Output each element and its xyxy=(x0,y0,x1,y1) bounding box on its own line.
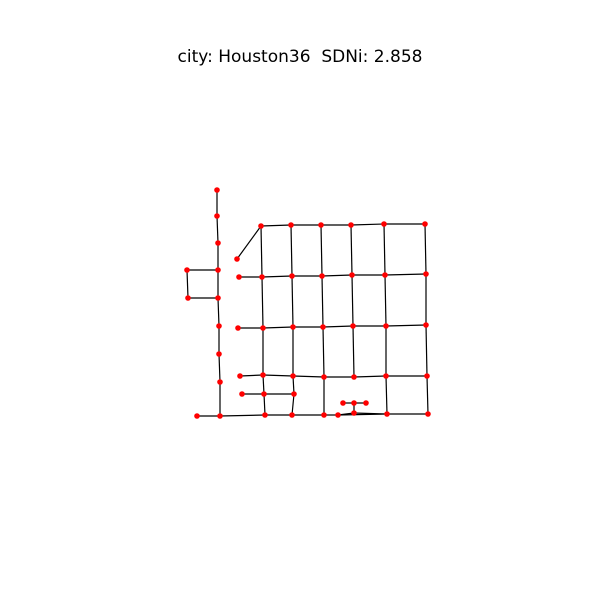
intersection-node xyxy=(351,410,357,416)
intersection-node xyxy=(351,400,357,406)
intersection-node xyxy=(217,413,223,419)
intersection-node xyxy=(335,412,341,418)
intersection-node xyxy=(237,373,243,379)
street-edge xyxy=(262,326,294,329)
intersection-node xyxy=(239,391,245,397)
intersection-node xyxy=(383,323,389,329)
street-edge xyxy=(216,215,219,244)
street-edge xyxy=(384,273,427,276)
street-edge xyxy=(217,297,220,327)
intersection-node xyxy=(214,187,220,193)
intersection-node xyxy=(349,272,355,278)
intersection-node xyxy=(348,222,354,228)
intersection-node xyxy=(423,271,429,277)
intersection-node xyxy=(422,221,428,227)
intersection-node xyxy=(425,411,431,417)
intersection-node xyxy=(259,274,265,280)
street-edge xyxy=(322,325,354,328)
street-edge xyxy=(292,375,295,395)
intersection-node xyxy=(217,379,223,385)
intersection-node xyxy=(381,221,387,227)
intersection-node xyxy=(216,351,222,357)
street-edge xyxy=(262,374,294,377)
street-edge xyxy=(219,414,266,417)
intersection-node xyxy=(423,322,429,328)
street-edge xyxy=(424,223,427,275)
intersection-node xyxy=(235,325,241,331)
street-edge xyxy=(186,269,189,299)
intersection-node xyxy=(288,222,294,228)
street-edge xyxy=(383,223,386,276)
street-edge xyxy=(321,274,353,277)
intersection-node xyxy=(194,413,200,419)
street-edge xyxy=(320,224,323,277)
intersection-node xyxy=(216,323,222,329)
street-edge xyxy=(353,412,388,415)
intersection-node xyxy=(424,373,430,379)
street-edge xyxy=(385,324,427,327)
street-edge xyxy=(291,275,294,328)
street-edge xyxy=(290,224,293,277)
intersection-node xyxy=(290,324,296,330)
street-edge xyxy=(385,375,388,415)
intersection-node xyxy=(184,267,190,273)
intersection-node xyxy=(340,400,346,406)
intersection-node xyxy=(260,372,266,378)
street-edge xyxy=(263,393,266,416)
intersection-node xyxy=(384,411,390,417)
street-edge xyxy=(384,274,387,327)
street-edge xyxy=(262,374,265,395)
street-edge xyxy=(426,375,429,415)
street-edge xyxy=(350,223,385,226)
intersection-node xyxy=(363,400,369,406)
intersection-node xyxy=(215,267,221,273)
intersection-node xyxy=(321,412,327,418)
street-edge xyxy=(218,353,221,383)
intersection-node xyxy=(215,295,221,301)
intersection-node xyxy=(289,273,295,279)
street-edge xyxy=(352,325,355,378)
intersection-node xyxy=(321,374,327,380)
intersection-node xyxy=(318,222,324,228)
intersection-node xyxy=(215,240,221,246)
street-edge xyxy=(292,375,325,378)
street-edge xyxy=(261,276,264,329)
intersection-node xyxy=(185,295,191,301)
street-edge xyxy=(236,225,262,260)
intersection-node xyxy=(319,273,325,279)
intersection-node xyxy=(236,274,242,280)
street-edge xyxy=(350,224,353,276)
intersection-node xyxy=(382,272,388,278)
street-edge xyxy=(353,375,387,378)
intersection-node xyxy=(320,324,326,330)
intersection-node xyxy=(258,223,264,229)
street-edge xyxy=(260,225,263,278)
street-edge xyxy=(425,324,428,377)
intersection-node xyxy=(261,391,267,397)
intersection-node xyxy=(291,391,297,397)
street-edge xyxy=(239,374,264,377)
node-layer xyxy=(184,187,431,419)
street-edge xyxy=(321,275,324,328)
intersection-node xyxy=(289,412,295,418)
street-edge xyxy=(260,224,292,227)
intersection-node xyxy=(351,374,357,380)
intersection-node xyxy=(262,412,268,418)
street-edge xyxy=(261,275,293,278)
intersection-node xyxy=(214,213,220,219)
figure-title: city: Houston36 SDNi: 2.858 xyxy=(177,47,423,67)
intersection-node xyxy=(350,323,356,329)
edge-layer xyxy=(186,190,429,417)
intersection-node xyxy=(234,256,240,262)
intersection-node xyxy=(290,373,296,379)
intersection-node xyxy=(260,325,266,331)
intersection-node xyxy=(383,373,389,379)
street-edge xyxy=(351,274,354,327)
street-edge xyxy=(322,326,325,378)
street-edge xyxy=(291,393,295,416)
